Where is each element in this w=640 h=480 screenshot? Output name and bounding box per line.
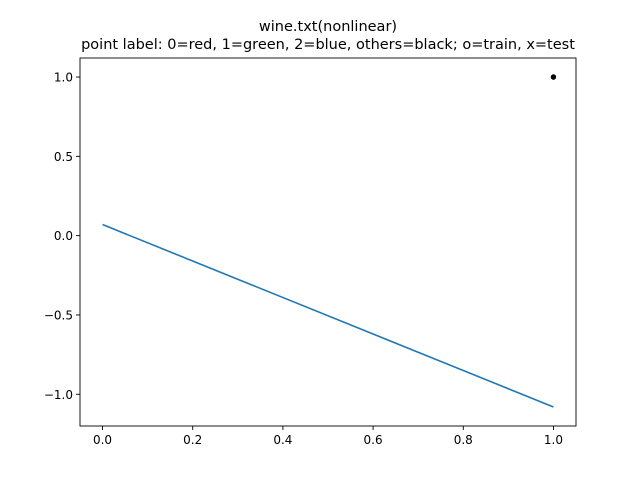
y-axis: 1.0 0.5 0.0 −0.5 −1.0 [44,71,80,402]
scatter-point [550,74,557,80]
chart-subtitle: point label: 0=red, 1=green, 2=blue, oth… [81,37,575,53]
y-tick-label: 1.0 [54,71,73,85]
y-tick-label: −0.5 [44,308,73,322]
x-tick-label: 1.0 [544,433,563,447]
y-tick-label: 0.5 [54,150,73,164]
x-tick-label: 0.8 [454,433,473,447]
x-tick-label: 0.4 [273,433,292,447]
plot-area [102,74,557,408]
chart-title: wine.txt(nonlinear) [259,19,397,35]
y-tick-label: −1.0 [44,388,73,402]
axes-frame [79,57,577,427]
y-tick-label: 0.0 [54,229,73,243]
x-tick-label: 0.0 [93,433,112,447]
x-tick-label: 0.2 [183,433,202,447]
x-tick-label: 0.6 [364,433,383,447]
series-line [102,223,554,408]
x-axis: 0.0 0.2 0.4 0.6 0.8 1.0 [93,426,563,447]
